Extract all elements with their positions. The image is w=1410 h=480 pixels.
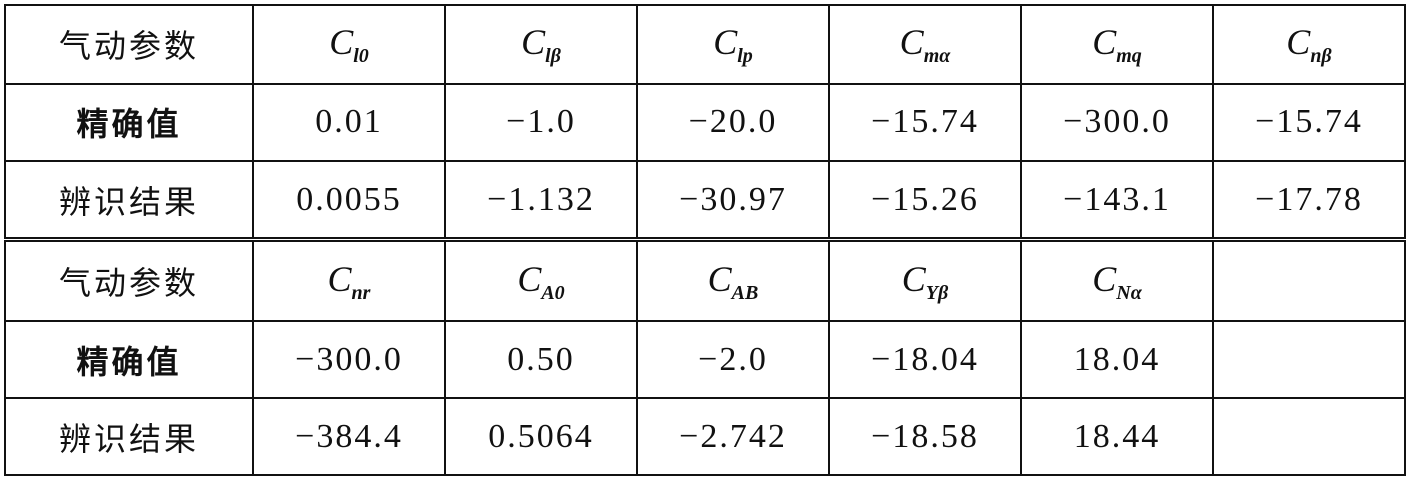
- ident-label: 辨识结果: [4, 397, 254, 476]
- subscript: l0: [353, 44, 369, 67]
- param-symbol: Cnβ: [1212, 4, 1406, 85]
- subscript: lp: [737, 44, 753, 67]
- subscript: A0: [541, 281, 565, 304]
- exact-value: 0.01: [252, 82, 446, 162]
- exact-value: −1.0: [444, 82, 638, 162]
- subscript: AB: [731, 281, 759, 304]
- exact-value: −20.0: [636, 82, 830, 162]
- ident-value: −1.132: [444, 159, 638, 241]
- ident-row: 辨识结果 −384.4 0.5064 −2.742 −18.58 18.44: [4, 397, 1406, 476]
- exact-value: −15.74: [828, 82, 1022, 162]
- symbol: Clβ: [521, 21, 561, 67]
- ident-value: −18.58: [828, 397, 1022, 476]
- subscript: nβ: [1310, 44, 1332, 67]
- ident-row: 辨识结果 0.0055 −1.132 −30.97 −15.26 −143.1 −17.78: [4, 159, 1406, 241]
- exact-label: 精确值: [4, 320, 254, 400]
- exact-value: [1212, 320, 1406, 400]
- param-symbol: Cnr: [252, 237, 446, 323]
- symbol: Cl0: [329, 21, 369, 67]
- param-symbol: Clp: [636, 4, 830, 85]
- param-symbol: CAB: [636, 237, 830, 323]
- exact-value: −300.0: [252, 320, 446, 400]
- param-symbol: Cmα: [828, 4, 1022, 85]
- exact-value: −2.0: [636, 320, 830, 400]
- ident-label: 辨识结果: [4, 159, 254, 241]
- exact-label: 精确值: [4, 82, 254, 162]
- symbol: Clp: [713, 21, 753, 67]
- symbol: CAB: [707, 258, 759, 304]
- ident-value: −143.1: [1020, 159, 1214, 241]
- subscript: nr: [351, 281, 371, 304]
- symbol: Cmα: [899, 21, 951, 67]
- ident-value: 18.44: [1020, 397, 1214, 476]
- exact-value: −18.04: [828, 320, 1022, 400]
- ident-value: −15.26: [828, 159, 1022, 241]
- symbol: Cnβ: [1286, 21, 1332, 67]
- ident-value: 0.0055: [252, 159, 446, 241]
- ident-value: −2.742: [636, 397, 830, 476]
- param-symbol: [1212, 237, 1406, 323]
- symbol: CNα: [1092, 258, 1142, 304]
- exact-value: −300.0: [1020, 82, 1214, 162]
- subscript: Nα: [1116, 281, 1142, 304]
- exact-row: 精确值 0.01 −1.0 −20.0 −15.74 −300.0 −15.74: [4, 82, 1406, 162]
- param-label: 气动参数: [4, 237, 254, 323]
- exact-value: −15.74: [1212, 82, 1406, 162]
- exact-value: 18.04: [1020, 320, 1214, 400]
- ident-value: [1212, 397, 1406, 476]
- ident-value: 0.5064: [444, 397, 638, 476]
- symbol: Cnr: [327, 258, 371, 304]
- subscript: Yβ: [925, 281, 949, 304]
- ident-value: −30.97: [636, 159, 830, 241]
- param-row: 气动参数 Cnr CA0 CAB CYβ CNα: [4, 237, 1406, 323]
- param-row: 气动参数 Cl0 Clβ Clp Cmα Cmq Cnβ: [4, 4, 1406, 85]
- subscript: lβ: [545, 44, 561, 67]
- subscript: mq: [1116, 44, 1142, 67]
- param-label: 气动参数: [4, 4, 254, 85]
- symbol: Cmq: [1092, 21, 1142, 67]
- symbol: CYβ: [901, 258, 949, 304]
- param-symbol: Cl0: [252, 4, 446, 85]
- symbol: CA0: [517, 258, 565, 304]
- param-symbol: Cmq: [1020, 4, 1214, 85]
- param-symbol: CNα: [1020, 237, 1214, 323]
- param-symbol: CYβ: [828, 237, 1022, 323]
- subscript: mα: [923, 44, 951, 67]
- exact-row: 精确值 −300.0 0.50 −2.0 −18.04 18.04: [4, 320, 1406, 400]
- param-symbol: Clβ: [444, 4, 638, 85]
- parameter-table: 气动参数 Cl0 Clβ Clp Cmα Cmq Cnβ 精确值 0.01 −1.0 −20.0 −1…: [4, 4, 1406, 476]
- param-symbol: CA0: [444, 237, 638, 323]
- ident-value: −384.4: [252, 397, 446, 476]
- ident-value: −17.78: [1212, 159, 1406, 241]
- exact-value: 0.50: [444, 320, 638, 400]
